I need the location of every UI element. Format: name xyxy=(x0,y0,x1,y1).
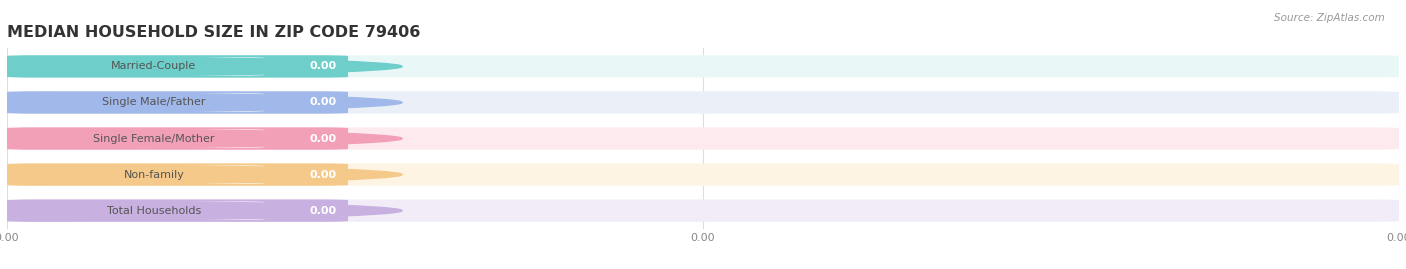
Text: 0.00: 0.00 xyxy=(309,133,337,144)
FancyBboxPatch shape xyxy=(7,199,349,222)
Text: 0.00: 0.00 xyxy=(309,97,337,108)
Text: MEDIAN HOUSEHOLD SIZE IN ZIP CODE 79406: MEDIAN HOUSEHOLD SIZE IN ZIP CODE 79406 xyxy=(7,25,420,40)
FancyBboxPatch shape xyxy=(7,163,349,186)
FancyBboxPatch shape xyxy=(44,57,264,76)
FancyBboxPatch shape xyxy=(7,55,1399,78)
Circle shape xyxy=(0,93,402,112)
Circle shape xyxy=(0,129,402,148)
Circle shape xyxy=(0,56,402,76)
FancyBboxPatch shape xyxy=(7,163,1399,186)
Text: Single Female/Mother: Single Female/Mother xyxy=(93,133,215,144)
FancyBboxPatch shape xyxy=(7,91,1399,114)
Text: Married-Couple: Married-Couple xyxy=(111,61,197,72)
Text: 0.00: 0.00 xyxy=(309,206,337,216)
Text: 0.00: 0.00 xyxy=(309,169,337,180)
FancyBboxPatch shape xyxy=(44,93,264,112)
FancyBboxPatch shape xyxy=(7,91,349,114)
FancyBboxPatch shape xyxy=(44,129,264,148)
Text: Total Households: Total Households xyxy=(107,206,201,216)
FancyBboxPatch shape xyxy=(7,127,349,150)
FancyBboxPatch shape xyxy=(7,127,1399,150)
Circle shape xyxy=(0,165,402,185)
Circle shape xyxy=(0,201,402,221)
FancyBboxPatch shape xyxy=(7,199,1399,222)
FancyBboxPatch shape xyxy=(44,165,264,184)
Text: Source: ZipAtlas.com: Source: ZipAtlas.com xyxy=(1274,13,1385,23)
Text: Single Male/Father: Single Male/Father xyxy=(103,97,205,108)
Text: 0.00: 0.00 xyxy=(309,61,337,72)
Text: Non-family: Non-family xyxy=(124,169,184,180)
FancyBboxPatch shape xyxy=(7,55,349,78)
FancyBboxPatch shape xyxy=(44,201,264,220)
